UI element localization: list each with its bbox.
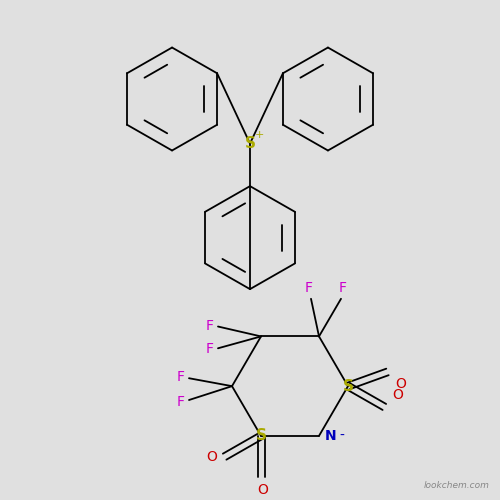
Text: lookchem.com: lookchem.com	[424, 481, 490, 490]
Text: F: F	[206, 318, 214, 332]
Text: F: F	[206, 342, 214, 356]
Text: S: S	[256, 428, 266, 444]
Text: F: F	[177, 395, 185, 409]
Text: S: S	[244, 136, 256, 151]
Text: -: -	[339, 429, 344, 443]
Text: O: O	[206, 450, 216, 464]
Text: O: O	[392, 388, 403, 402]
Text: O: O	[258, 484, 268, 498]
Text: F: F	[305, 281, 313, 295]
Text: +: +	[254, 130, 264, 140]
Text: S: S	[342, 378, 353, 394]
Text: F: F	[177, 370, 185, 384]
Text: F: F	[339, 281, 347, 295]
Text: O: O	[396, 377, 406, 391]
Text: N: N	[325, 429, 336, 443]
